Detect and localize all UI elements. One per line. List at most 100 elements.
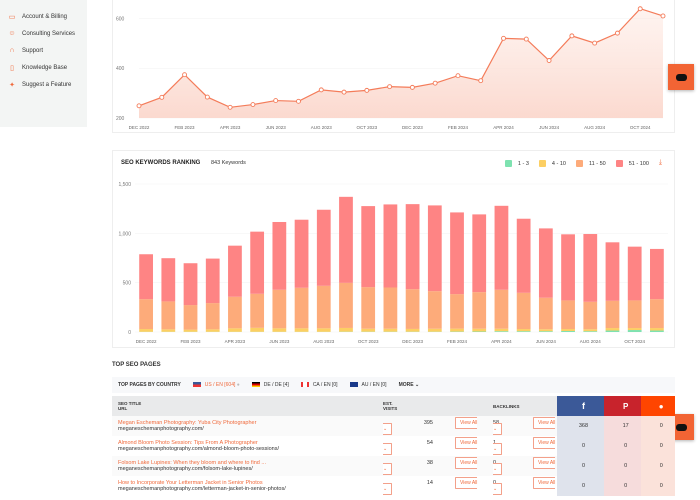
- country-tab-us[interactable]: US / EN [604] ●: [192, 382, 240, 388]
- sidebar-label: Account & Billing: [22, 13, 68, 20]
- legend-item[interactable]: 51 - 100: [615, 159, 649, 167]
- page-title-link[interactable]: Megan Escheman Photography: Yuba City Ph…: [118, 420, 257, 426]
- bar-segment: [450, 212, 464, 295]
- reddit-shares: 0: [641, 436, 675, 456]
- pinterest-shares: 0: [603, 436, 642, 456]
- data-point: [546, 58, 552, 63]
- data-point: [136, 103, 142, 109]
- bar-segment: [405, 289, 420, 329]
- bar-segment: [427, 205, 442, 292]
- data-point: [296, 98, 301, 104]
- bar-segment: [538, 331, 553, 332]
- legend-item[interactable]: 11 - 50: [575, 159, 606, 167]
- bar-segment: [494, 289, 509, 329]
- bar-segment: [183, 329, 198, 332]
- x-tick-label: DEC 2022: [129, 125, 150, 130]
- bar-segment: [316, 209, 331, 286]
- bar-segment: [427, 291, 442, 329]
- x-tick-label: OCT 2023: [358, 339, 379, 344]
- x-tick-label: DEC 2023: [402, 339, 423, 344]
- ca-flag-icon: [300, 382, 309, 388]
- legend-item[interactable]: 1 - 3: [504, 159, 529, 167]
- reddit-shares: 0: [641, 456, 675, 476]
- sidebar-item-suggest-feature[interactable]: ✦ Suggest a Feature: [0, 76, 87, 93]
- bar-segment: [316, 328, 331, 332]
- page-title-link[interactable]: Folsom Lake Lupines: When they bloom and…: [118, 460, 266, 466]
- download-icon[interactable]: ⤓: [658, 159, 662, 166]
- bar-segment: [250, 231, 265, 294]
- bar-segment: [139, 329, 153, 332]
- bar-segment: [405, 204, 420, 290]
- visits-value: 14: [426, 480, 433, 486]
- bar-segment: [339, 282, 353, 328]
- data-point: [614, 30, 620, 36]
- bar-segment: [583, 331, 598, 332]
- bar-segment: [494, 328, 509, 332]
- chat-button[interactable]: [668, 64, 694, 90]
- bar-segment: [427, 328, 442, 332]
- bar-segment: [294, 287, 309, 329]
- section-title: TOP SEO PAGES: [112, 362, 161, 368]
- bar-segment: [250, 327, 265, 332]
- page-title-link[interactable]: Almond Bloom Photo Session: Tips From A …: [118, 440, 258, 446]
- reddit-icon: ●: [641, 396, 675, 416]
- x-tick-label: APR 2023: [225, 339, 246, 344]
- bar-segment: [627, 328, 642, 331]
- data-point: [637, 6, 643, 12]
- country-tab-ca[interactable]: CA / EN [0]: [300, 382, 338, 388]
- bar-segment: [161, 258, 176, 302]
- data-point: [523, 36, 529, 42]
- bar-segment: [228, 328, 242, 332]
- bar-segment: [494, 205, 509, 290]
- credit-card-icon: ▭: [8, 13, 16, 21]
- data-point: [204, 94, 210, 100]
- table-row: Folsom Lake Lupines: When they bloom and…: [112, 456, 675, 476]
- page-title-link[interactable]: How to Incorporate Your Letterman Jacket…: [118, 480, 263, 486]
- bar-segment: [161, 329, 176, 332]
- bar-segment: [139, 299, 153, 330]
- more-dropdown[interactable]: MORE ⌄: [398, 382, 420, 388]
- x-tick-label: AUG 2024: [580, 339, 602, 344]
- data-point: [478, 78, 484, 84]
- facebook-shares: 0: [557, 436, 604, 456]
- pinterest-shares: 17: [603, 416, 642, 436]
- traffic-line-chart: 200 400 600 DEC 2022 FEB 2023 APR 2023 JUN 202…: [116, 6, 666, 130]
- sidebar-item-consulting[interactable]: ☺ Consulting Services: [0, 25, 87, 42]
- x-tick-label: JUN 2024: [536, 339, 557, 344]
- sidebar: ▭ Account & Billing ☺ Consulting Services …: [0, 0, 87, 127]
- bar-segment: [561, 331, 575, 332]
- bar-segment: [627, 246, 642, 301]
- bar-segment: [605, 242, 620, 301]
- de-flag-icon: [251, 382, 260, 388]
- bar-segment: [383, 204, 398, 288]
- lightbulb-icon: ✦: [9, 81, 15, 89]
- sidebar-item-knowledge-base[interactable]: ▯ Knowledge Base: [0, 59, 87, 76]
- x-tick-label: JUN 2024: [539, 125, 560, 130]
- bar-segment: [205, 258, 220, 304]
- sidebar-item-account-billing[interactable]: ▭ Account & Billing: [0, 8, 87, 25]
- country-tab-de[interactable]: DE / DE [4]: [251, 382, 289, 388]
- sidebar-item-support[interactable]: ∩ Support: [0, 42, 87, 59]
- facebook-shares: 0: [557, 476, 604, 496]
- x-tick-label: OCT 2024: [630, 125, 651, 130]
- bar-segment: [161, 301, 176, 330]
- visits-value: 54: [426, 440, 433, 446]
- x-tick-label: AUG 2024: [584, 125, 606, 130]
- legend-item[interactable]: 4 - 10: [538, 159, 566, 167]
- reddit-shares: 0: [641, 476, 675, 496]
- headset-icon: ∩: [9, 47, 15, 54]
- data-point: [227, 104, 233, 110]
- page-url: meganeschemanphotography.com/: [118, 426, 204, 432]
- bar-segment: [405, 328, 420, 332]
- chat-icon: [675, 73, 687, 81]
- facebook-shares: 368: [557, 416, 604, 436]
- bar-segment: [516, 331, 531, 332]
- bar-segment: [494, 331, 509, 332]
- data-point: [660, 13, 666, 19]
- country-tab-au[interactable]: AU / EN [0]: [349, 382, 387, 388]
- bar-segment: [339, 196, 353, 283]
- bar-segment: [605, 328, 620, 331]
- reddit-shares: 0: [641, 416, 675, 436]
- x-tick-label: FEB 2024: [448, 125, 469, 130]
- data-point: [159, 94, 165, 100]
